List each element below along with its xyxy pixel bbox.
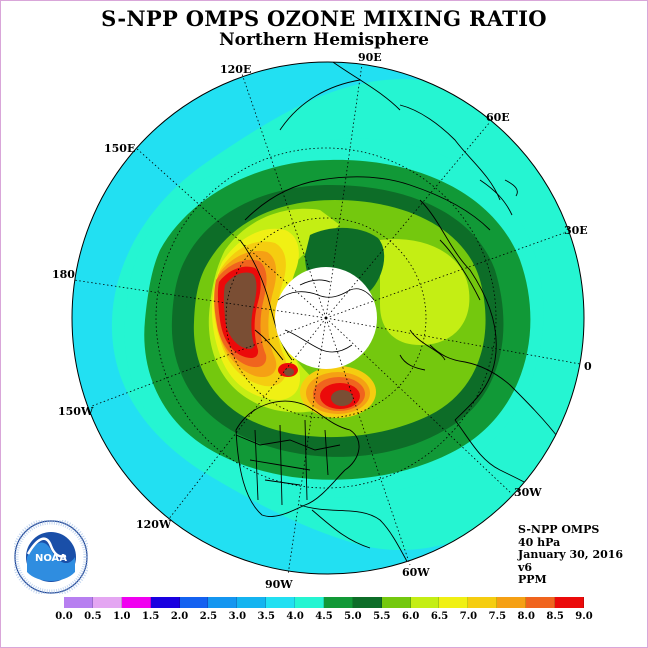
data-info: S-NPP OMPS 40 hPa January 30, 2016 v6 PP… [518, 523, 624, 587]
colorbar-tick-label: 2.5 [199, 611, 218, 622]
colorbar-tick-label: 6.5 [430, 611, 449, 622]
colorbar-swatch [439, 597, 469, 608]
colorbar-swatch [266, 597, 295, 608]
colorbar-tick-label: 4.5 [315, 611, 333, 622]
lon-label-90w: 90W [265, 578, 293, 591]
colorbar-tick-label: 0.0 [55, 611, 73, 622]
colorbar-tick-label: 1.0 [113, 611, 131, 622]
colorbar [64, 597, 584, 608]
colorbar-tick-label: 6.0 [401, 611, 420, 622]
ozone-cell-small-brown [284, 368, 294, 376]
ozone-field-9.0 [223, 272, 257, 349]
colorbar-tick-label: 5.0 [344, 611, 362, 622]
colorbar-swatch [92, 597, 122, 608]
lon-label-150w: 150W [58, 405, 94, 418]
colorbar-tick-label: 9.0 [575, 611, 593, 622]
map-subtitle: Northern Hemisphere [219, 30, 429, 50]
lon-label-60e: 60E [486, 111, 510, 124]
lon-label-60w: 60W [402, 566, 430, 579]
colorbar-swatch [150, 597, 180, 608]
colorbar-swatch [64, 597, 93, 608]
colorbar-tick-label: 7.0 [459, 611, 478, 622]
logo-text: NOAA [35, 553, 67, 564]
colorbar-swatch [237, 597, 267, 608]
pressure-level: 40 hPa [518, 535, 561, 549]
version-label: v6 [518, 560, 533, 574]
colorbar-tick-label: 8.0 [517, 611, 535, 622]
ozone-cell-9.0 [331, 390, 353, 406]
colorbar-swatch [179, 597, 209, 608]
lon-label-30w: 30W [514, 486, 542, 499]
lon-label-90e: 90E [358, 51, 382, 64]
colorbar-swatch [352, 597, 382, 608]
colorbar-tick-label: 0.5 [84, 611, 102, 622]
ozone-field-6.0-east [380, 239, 470, 345]
colorbar-swatch [554, 597, 584, 608]
colorbar-swatch [497, 597, 526, 608]
lon-label-0: 0 [584, 360, 592, 373]
colorbar-tick-label: 3.0 [228, 611, 247, 622]
map-title: S-NPP OMPS OZONE MIXING RATIO [101, 6, 547, 31]
coastlines [235, 62, 561, 574]
lon-label-30e: 30E [564, 224, 588, 237]
colorbar-tick-label: 5.5 [373, 611, 391, 622]
colorbar-tick-label: 3.5 [257, 611, 275, 622]
instrument-label: S-NPP OMPS [518, 523, 600, 536]
colorbar-ticks: 0.0 0.5 1.0 1.5 2.0 2.5 3.0 3.5 4.0 4.5 5.0 5.5 6.0 6… [55, 611, 592, 625]
colorbar-swatch [410, 597, 440, 608]
colorbar-swatch [381, 597, 411, 608]
lon-label-180: 180 [52, 268, 75, 281]
lon-label-150e: 150E [104, 142, 136, 155]
units-label: PPM [518, 573, 547, 586]
colorbar-swatch [208, 597, 238, 608]
noaa-logo: NOAA [14, 520, 88, 594]
map-boundary [71, 61, 585, 575]
lon-label-120e: 120E [220, 63, 252, 76]
colorbar-tick-label: 8.5 [546, 611, 564, 622]
graticule [73, 63, 581, 576]
colorbar-swatch [295, 597, 324, 608]
colorbar-swatch [526, 597, 555, 608]
colorbar-tick-label: 4.0 [286, 611, 304, 622]
colorbar-swatch [323, 597, 353, 608]
colorbar-tick-label: 1.5 [141, 611, 160, 622]
arctic-coast-in-gap [277, 279, 375, 353]
colorbar-tick-label: 2.0 [170, 611, 189, 622]
lon-label-120w: 120W [136, 518, 172, 531]
colorbar-swatch [468, 597, 498, 608]
colorbar-tick-label: 7.5 [488, 611, 507, 622]
colorbar-swatch [121, 597, 151, 608]
observation-date: January 30, 2016 [518, 548, 624, 561]
